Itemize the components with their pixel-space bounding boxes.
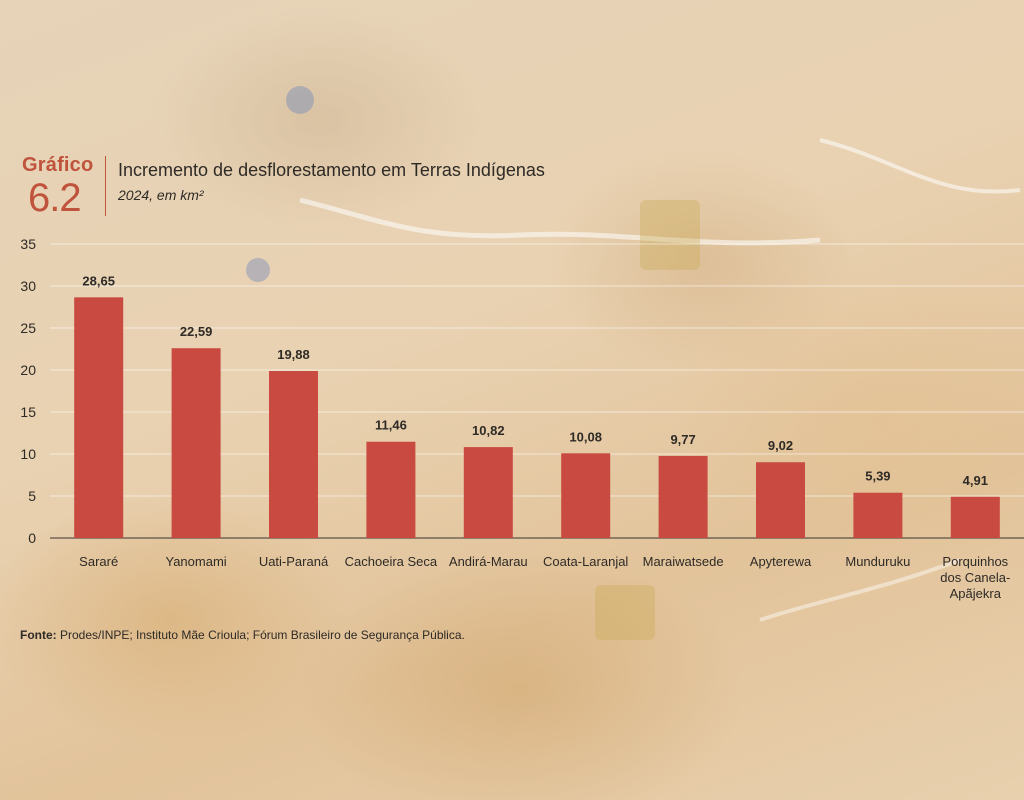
x-tick-label: Uati-Paraná: [259, 554, 329, 569]
bar: [74, 297, 124, 538]
bar: [853, 492, 903, 538]
chart-label: Gráfico: [22, 154, 94, 176]
x-tick-label-line: Munduruku: [845, 554, 910, 569]
header-divider: [105, 156, 106, 216]
x-tick-label-line: dos Canela-: [940, 570, 1010, 585]
x-tick-label-line: Apyterewa: [750, 554, 812, 569]
y-tick-label: 30: [20, 278, 36, 294]
y-tick-label: 35: [20, 236, 36, 252]
bar: [561, 453, 611, 538]
y-tick-label: 20: [20, 362, 36, 378]
x-tick-label: Maraiwatsede: [643, 554, 724, 569]
x-tick-label: Apyterewa: [750, 554, 812, 569]
bar-value-label: 4,91: [963, 473, 988, 488]
bar: [756, 462, 805, 538]
bar: [658, 455, 708, 538]
bar: [171, 348, 221, 538]
x-tick-label: Cachoeira Seca: [345, 554, 438, 569]
bar: [463, 447, 513, 538]
bar: [366, 441, 416, 538]
bar-value-label: 11,46: [375, 418, 407, 433]
y-tick-label: 10: [20, 446, 36, 462]
x-tick-label: Yanomami: [166, 554, 227, 569]
bar-value-label: 9,02: [768, 438, 793, 453]
x-tick-label-line: Yanomami: [166, 554, 227, 569]
bar-value-label: 5,39: [865, 469, 890, 484]
source-prefix: Fonte:: [20, 628, 57, 642]
x-tick-label-line: Porquinhos: [942, 554, 1008, 569]
chart-title: Incremento de desflorestamento em Terras…: [118, 160, 545, 180]
bar-value-label: 19,88: [277, 347, 310, 362]
chart-header: Gráfico 6.2 Incremento de desflorestamen…: [20, 154, 620, 220]
bar-value-label: 28,65: [82, 273, 115, 288]
bar-value-label: 10,82: [472, 423, 505, 438]
bar-value-label: 9,77: [670, 432, 695, 447]
x-tick-label: Munduruku: [845, 554, 910, 569]
x-tick-label-line: Maraiwatsede: [643, 554, 724, 569]
x-tick-label-line: Cachoeira Seca: [345, 554, 438, 569]
x-tick-label: Andirá-Marau: [449, 554, 528, 569]
bar-value-label: 10,08: [569, 429, 602, 444]
x-tick-label-line: Uati-Paraná: [259, 554, 329, 569]
x-tick-label-line: Andirá-Marau: [449, 554, 528, 569]
x-tick-label: Sararé: [79, 554, 118, 569]
chart-number: 6.2: [28, 176, 82, 220]
y-tick-label: 5: [28, 488, 36, 504]
source-text: Prodes/INPE; Instituto Mãe Crioula; Fóru…: [60, 628, 465, 642]
bar: [950, 496, 1000, 538]
y-tick-label: 25: [20, 320, 36, 336]
bar-value-label: 22,59: [180, 324, 213, 339]
source-note: Fonte: Prodes/INPE; Instituto Mãe Crioul…: [20, 628, 465, 642]
x-tick-label: Coata-Laranjal: [543, 554, 628, 569]
y-tick-label: 15: [20, 404, 36, 420]
chart-subtitle: 2024, em km²: [118, 187, 204, 203]
x-tick-label: Porquinhos dos Canela-Apãjekra: [940, 554, 1010, 601]
y-tick-label: 0: [28, 530, 36, 546]
x-tick-label-line: Coata-Laranjal: [543, 554, 628, 569]
x-tick-label-line: Apãjekra: [950, 586, 1002, 601]
x-tick-label-line: Sararé: [79, 554, 118, 569]
bar: [269, 371, 318, 538]
